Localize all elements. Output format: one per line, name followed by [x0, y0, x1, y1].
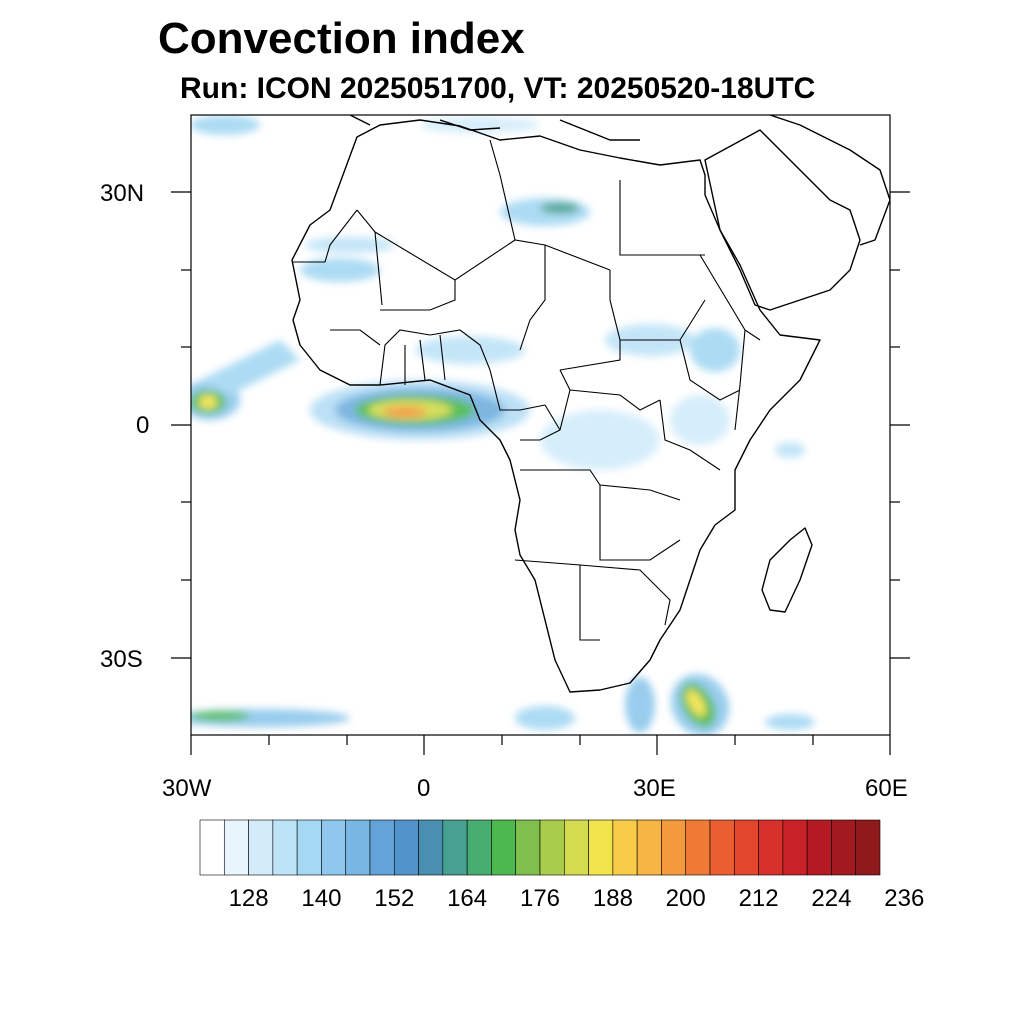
lon-label-0: 0 — [417, 775, 431, 802]
country-borders — [293, 139, 761, 641]
colorbar-tick-label: 200 — [665, 885, 706, 912]
lat-label-30n: 30N — [100, 180, 145, 207]
colorbar-swatch — [491, 819, 517, 876]
coastlines — [291, 115, 890, 693]
colorbar-swatch — [199, 819, 225, 876]
colorbar-swatch — [733, 819, 759, 876]
lat-label-30s: 30S — [100, 646, 143, 673]
colorbar-swatch — [321, 819, 347, 876]
colorbar — [199, 819, 881, 876]
colorbar-swatch — [466, 819, 492, 876]
colorbar-swatch — [709, 819, 735, 876]
map-title: Convection index — [158, 14, 525, 63]
lon-label-60e: 60E — [865, 775, 908, 802]
colorbar-swatch — [296, 819, 322, 876]
colorbar-tick-label: 224 — [811, 885, 852, 912]
colorbar-swatch — [806, 819, 832, 876]
colorbar-swatch — [855, 819, 881, 876]
colorbar-swatch — [661, 819, 687, 876]
colorbar-swatch — [345, 819, 371, 876]
colorbar-swatch — [272, 819, 298, 876]
lat-label-0: 0 — [136, 412, 150, 439]
lon-label-30w: 30W — [162, 775, 212, 802]
colorbar-swatch — [223, 819, 249, 876]
colorbar-swatch — [515, 819, 541, 876]
colorbar-tick-label: 128 — [228, 885, 269, 912]
colorbar-tick-label: 164 — [447, 885, 488, 912]
colorbar-swatch — [539, 819, 565, 876]
colorbar-tick-label: 176 — [519, 885, 561, 912]
colorbar-swatch — [636, 819, 662, 876]
colorbar-tick-label: 152 — [374, 885, 415, 912]
colorbar-swatch — [418, 819, 444, 876]
convection-field — [191, 115, 815, 735]
colorbar-swatch — [612, 819, 638, 876]
colorbar-swatch — [685, 819, 711, 876]
colorbar-swatch — [248, 819, 274, 876]
colorbar-swatch — [563, 819, 589, 876]
colorbar-swatch — [831, 819, 857, 876]
axis-ticks — [171, 191, 910, 755]
colorbar-tick-label: 236 — [884, 885, 925, 912]
colorbar-tick-label: 140 — [301, 885, 342, 912]
lon-label-30e: 30E — [633, 775, 676, 802]
map-subtitle: Run: ICON 2025051700, VT: 20250520-18UTC — [180, 72, 816, 105]
colorbar-swatch — [782, 819, 808, 876]
colorbar-swatch — [369, 819, 395, 876]
colorbar-tick-label: 212 — [738, 885, 779, 912]
colorbar-tick-label: 188 — [592, 885, 633, 912]
colorbar-swatch — [393, 819, 419, 876]
colorbar-swatch — [758, 819, 784, 876]
colorbar-swatch — [588, 819, 614, 876]
colorbar-swatch — [442, 819, 468, 876]
